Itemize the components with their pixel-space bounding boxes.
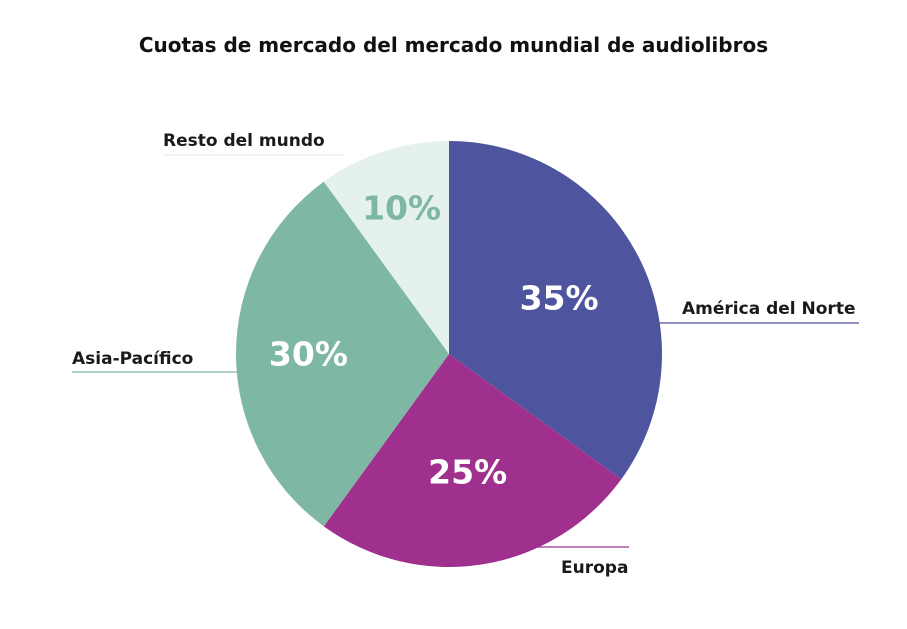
slice-value-label: 10% bbox=[362, 189, 441, 228]
slice-category-label: Europa bbox=[561, 558, 628, 578]
chart-title: Cuotas de mercado del mercado mundial de… bbox=[138, 33, 769, 57]
leader-lines bbox=[72, 154, 859, 548]
slice-category-label: Asia-Pacífico bbox=[72, 349, 193, 369]
pie-slice-asia-pac-fico bbox=[235, 181, 449, 527]
slice-category-label: Resto del mundo bbox=[163, 131, 325, 151]
pie-slice-am-rica-del-norte bbox=[449, 141, 663, 480]
slice-value-labels: 35% 25% 30% 10% bbox=[269, 189, 599, 492]
slice-value-label: 30% bbox=[269, 335, 348, 374]
pie-slice-resto-del-mundo bbox=[323, 141, 449, 354]
pie-slices bbox=[235, 141, 663, 567]
slice-value-label: 35% bbox=[520, 278, 599, 317]
slice-category-labels: América del Norte Europa Asia-Pacífico Rest… bbox=[72, 131, 855, 578]
slice-category-label: América del Norte bbox=[682, 299, 855, 319]
slice-value-label: 25% bbox=[428, 452, 507, 491]
pie-slice-europa bbox=[323, 354, 622, 567]
